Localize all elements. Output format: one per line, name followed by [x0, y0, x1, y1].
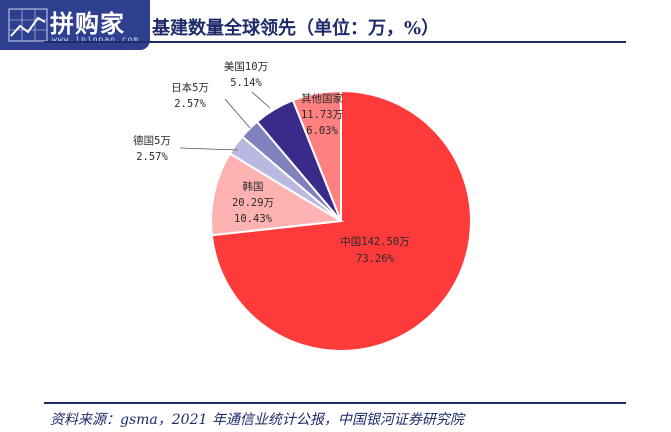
pie-slice-6 — [291, 89, 342, 222]
slice-label-1-1: 中国142.50万 — [340, 235, 409, 248]
watermark-url: www.ipinpao.com — [52, 35, 140, 44]
watermark-text: 拼购家 — [50, 10, 125, 38]
leader-line-3 — [179, 147, 239, 151]
leader-line-4 — [224, 98, 251, 129]
slice-label-6-2: 11.73万 — [301, 109, 343, 121]
slice-label-6-1: 其他国家 — [301, 92, 343, 105]
chart-icon — [8, 8, 48, 42]
pie-slice-2 — [210, 152, 345, 237]
slice-label-3-1: 德国5万 — [133, 134, 171, 147]
slice-label-2-2: 20.29万 — [232, 197, 274, 209]
slice-label-2-1: 韩国 — [243, 180, 264, 193]
bottom-divider — [44, 402, 626, 404]
leader-line-5 — [251, 91, 271, 109]
slice-label-3-2: 2.57% — [136, 151, 168, 163]
slice-label-4-1: 日本5万 — [171, 81, 209, 94]
slice-label-6-3: 6.03% — [306, 125, 338, 137]
source-note: 资料来源：gsma，2021 年通信业统计公报，中国银河证券研究院 — [50, 412, 464, 428]
slice-label-2-3: 10.43% — [234, 213, 273, 225]
slice-label-5-1: 美国10万 — [224, 60, 268, 73]
chart-title: 基建数量全球领先（单位：万，%） — [152, 18, 440, 39]
slice-label-1-2: 73.26% — [356, 253, 395, 265]
top-divider — [44, 41, 626, 43]
slice-label-5-2: 5.14% — [230, 77, 262, 89]
slice-label-4-2: 2.57% — [174, 98, 206, 110]
